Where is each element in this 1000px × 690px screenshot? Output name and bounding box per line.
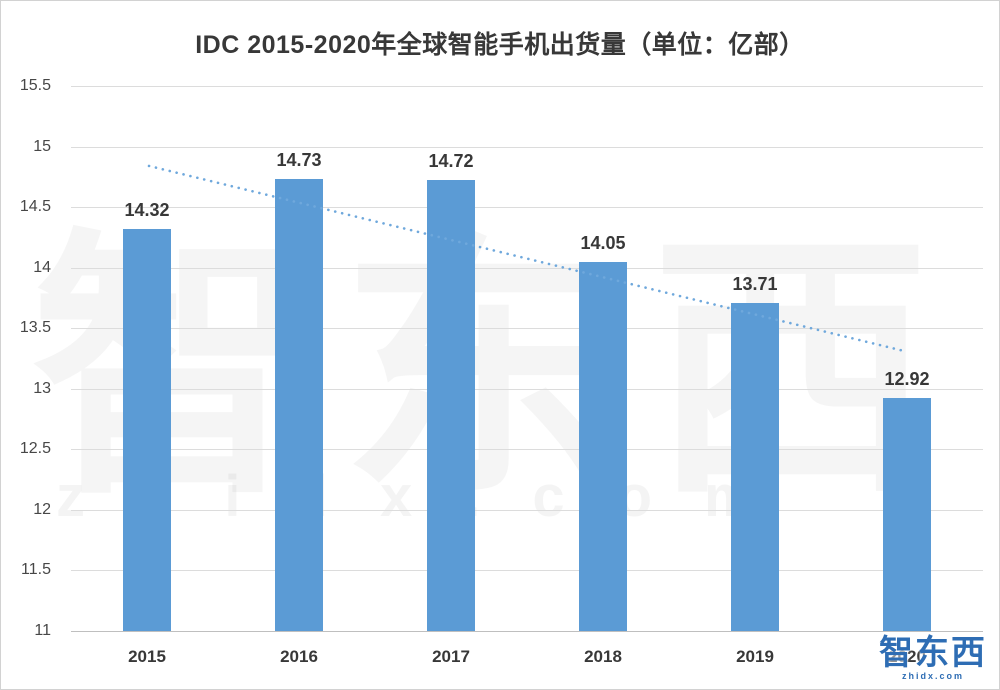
bar-value-label: 14.32 <box>124 199 170 220</box>
y-tick-label: 13.5 <box>19 319 51 337</box>
x-tick-label-2018: 2018 <box>584 647 622 666</box>
gridline <box>71 570 983 572</box>
gridline <box>71 207 983 209</box>
zhidx-logo-text: 智东西 <box>879 634 987 672</box>
y-tick-label: 11 <box>34 622 51 639</box>
x-axis: 2015 2016 2017 2018 2019 2020 <box>71 647 983 667</box>
bar-2016 <box>275 179 323 631</box>
gridline <box>71 388 983 390</box>
zhidx-logo: 智东西 zhidx.com <box>879 636 987 681</box>
x-tick-label-2016: 2016 <box>280 647 318 666</box>
y-tick-label: 15.5 <box>19 77 51 94</box>
gridline <box>71 449 983 451</box>
gridline <box>71 86 983 87</box>
y-axis: 11 11.5 12 12.5 13 13.5 14 14.5 15 15.5 <box>1 77 61 639</box>
zhidx-logo-subtext: zhidx.com <box>901 671 964 681</box>
plot-area: 14.32 14.73 14.72 14.05 13.71 12.92 <box>71 86 983 632</box>
gridline <box>71 267 983 269</box>
bar-2018 <box>579 261 627 631</box>
y-tick-label: 15 <box>33 137 51 155</box>
trendline <box>147 164 907 353</box>
gridline <box>71 146 983 148</box>
x-tick-label-2017: 2017 <box>432 647 470 666</box>
y-tick-label: 12.5 <box>19 440 51 458</box>
bar-value-label: 13.71 <box>732 273 778 294</box>
y-tick-label: 14 <box>33 258 51 276</box>
gridline <box>71 631 983 632</box>
y-tick-label: 13 <box>33 379 51 397</box>
y-tick-label: 11.5 <box>21 561 51 579</box>
bar-2019 <box>731 302 779 631</box>
gridline <box>71 509 983 511</box>
bar-2020 <box>883 398 931 631</box>
bar-value-label: 12.92 <box>884 369 930 390</box>
bar-value-label: 14.72 <box>428 151 474 172</box>
gridline <box>71 328 983 330</box>
bar-2017 <box>427 180 475 631</box>
bar-value-label: 14.73 <box>276 150 322 171</box>
y-tick-label: 12 <box>33 500 51 518</box>
x-tick-label-2019: 2019 <box>736 647 774 666</box>
bar-2015 <box>123 228 171 631</box>
bar-value-label: 14.05 <box>580 232 626 253</box>
y-tick-label: 14.5 <box>19 198 51 216</box>
x-tick-label-2015: 2015 <box>128 647 166 666</box>
chart-title: IDC 2015-2020年全球智能手机出货量（单位：亿部） <box>195 31 805 59</box>
x-tick-label-2020: 2020 <box>888 647 926 666</box>
